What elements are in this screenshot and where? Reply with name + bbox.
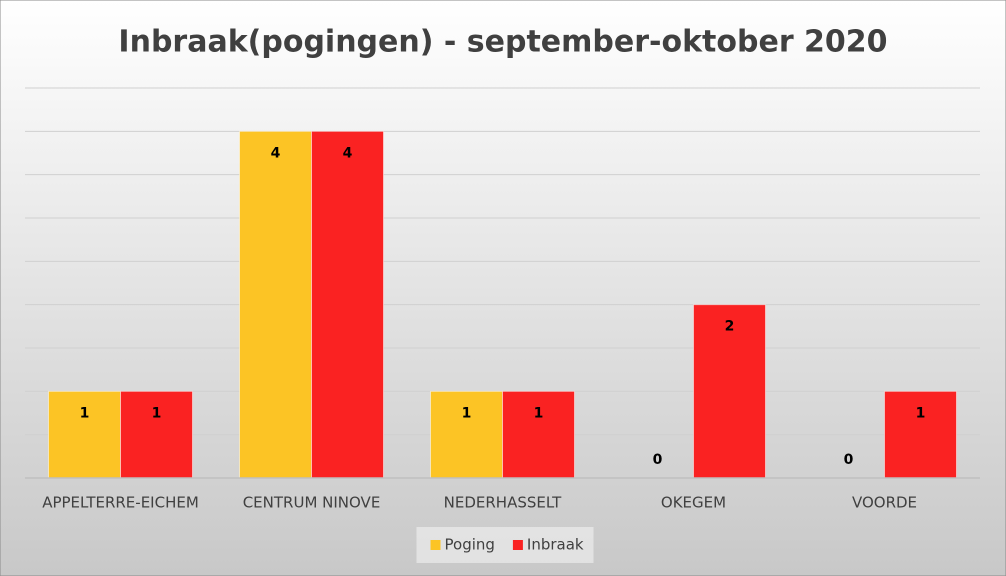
legend-label: Inbraak	[527, 536, 584, 554]
data-label: 2	[725, 319, 735, 335]
bar	[693, 304, 766, 479]
data-label: 0	[653, 452, 663, 468]
bar	[311, 130, 384, 479]
bar	[884, 390, 957, 479]
x-tick-label: OKEGEM	[661, 494, 726, 512]
x-tick-label: VOORDE	[852, 494, 917, 512]
legend-swatch	[512, 540, 523, 550]
bar	[120, 390, 193, 479]
data-label: 1	[916, 405, 926, 421]
data-label: 1	[462, 405, 472, 421]
bar	[430, 390, 503, 479]
legend-swatch	[430, 540, 441, 550]
x-tick-label: CENTRUM NINOVE	[243, 494, 381, 512]
x-tick-label: APPELTERRE-EICHEM	[42, 494, 199, 512]
data-label: 0	[844, 452, 854, 468]
data-label: 1	[80, 405, 90, 421]
data-label: 1	[534, 405, 544, 421]
bar	[239, 130, 312, 479]
data-label: 1	[152, 405, 162, 421]
legend-label: Poging	[445, 536, 495, 554]
data-label: 4	[343, 145, 353, 161]
legend-box	[416, 527, 594, 563]
chart-title: Inbraak(pogingen) - september-oktober 20…	[118, 25, 887, 60]
bar	[48, 390, 121, 479]
bar	[502, 390, 575, 479]
x-tick-label: NEDERHASSELT	[444, 494, 563, 512]
data-label: 4	[271, 145, 281, 161]
